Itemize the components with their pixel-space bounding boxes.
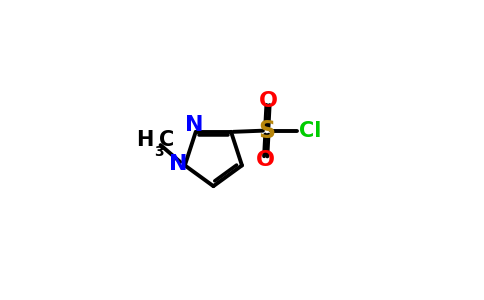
Text: S: S [258, 119, 275, 143]
Text: N: N [185, 115, 204, 135]
Text: C: C [159, 130, 174, 151]
Text: N: N [168, 154, 187, 174]
Text: 3: 3 [154, 145, 164, 159]
Text: H: H [136, 130, 153, 151]
Text: O: O [258, 91, 277, 111]
Text: O: O [256, 150, 275, 170]
Text: Cl: Cl [299, 121, 321, 141]
